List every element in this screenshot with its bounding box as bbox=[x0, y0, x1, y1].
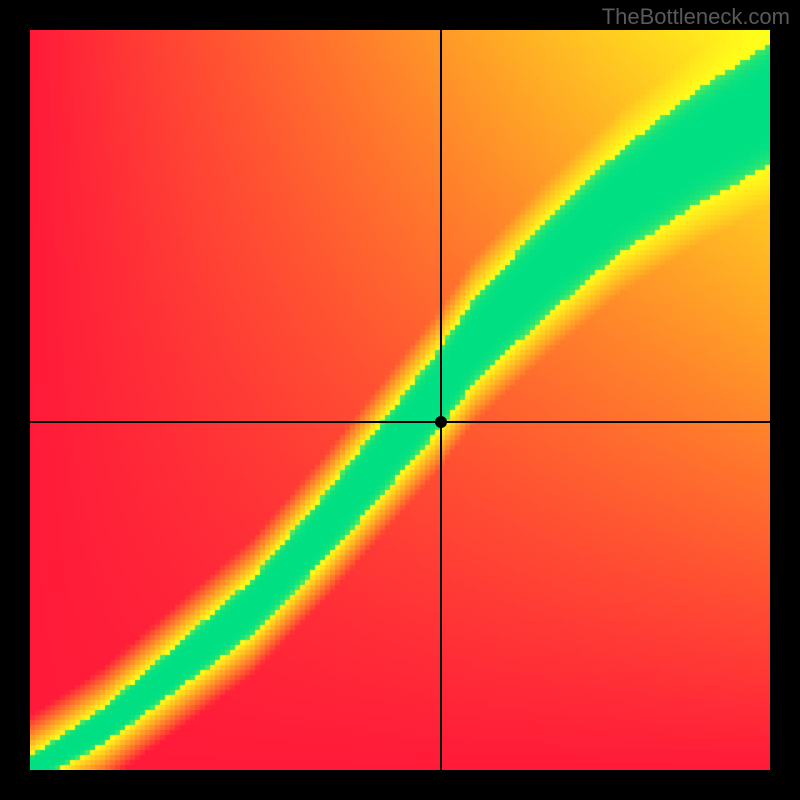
crosshair-vertical bbox=[440, 30, 442, 770]
crosshair-horizontal bbox=[30, 421, 770, 423]
bottleneck-heatmap bbox=[30, 30, 770, 770]
attribution-text: TheBottleneck.com bbox=[602, 4, 790, 30]
chart-container: TheBottleneck.com bbox=[0, 0, 800, 800]
marker-dot bbox=[435, 416, 447, 428]
